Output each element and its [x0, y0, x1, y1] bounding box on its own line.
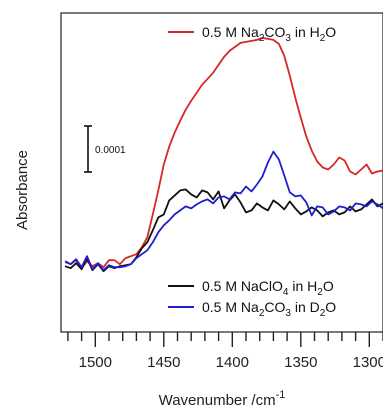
series-line-0 [64, 37, 383, 270]
series-group [64, 37, 383, 273]
legend-label-1: 0.5 M NaClO4 in H2O [202, 278, 334, 298]
x-axis-ticks: 1500 1450 1400 1350 1300 [67, 332, 383, 371]
legend-label-2: 0.5 M Na2CO3 in D2O [202, 299, 336, 319]
x-tick-label: 1450 [147, 354, 180, 371]
series-line-2 [64, 150, 383, 272]
x-tick-label: 1500 [79, 354, 112, 371]
x-tick-label: 1300 [353, 354, 383, 371]
scale-bar: 0.0001 [84, 125, 126, 173]
x-axis-label-main: Wavenumber /cm [159, 392, 276, 409]
x-tick-label: 1350 [284, 354, 317, 371]
legend-label-0: 0.5 M Na2CO3 in H2O [202, 24, 336, 44]
x-tick-label: 1400 [216, 354, 249, 371]
x-axis-label: Wavenumber /cm-1 [159, 389, 286, 409]
legend-top: 0.5 M Na2CO3 in H2O [168, 24, 336, 44]
plot-area [60, 12, 383, 333]
y-axis-label: Absorbance [14, 150, 31, 230]
scale-bar-label: 0.0001 [95, 145, 126, 156]
x-axis-label-sup: -1 [276, 389, 286, 401]
